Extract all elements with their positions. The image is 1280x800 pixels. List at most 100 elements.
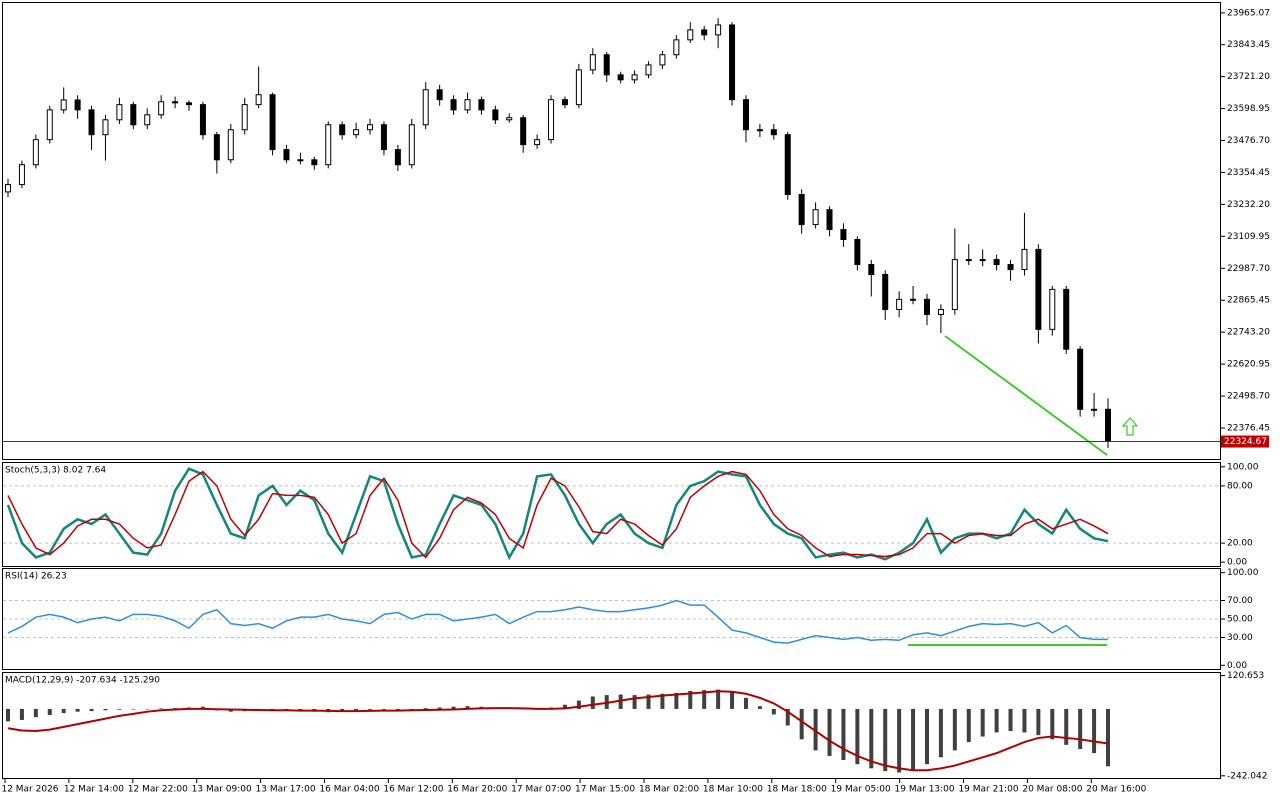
x-tick-label: 12 Mar 22:00 — [128, 785, 188, 795]
macd-bar — [576, 700, 581, 709]
macd-bar — [632, 695, 637, 709]
candle-body — [965, 259, 972, 262]
macd-bar — [47, 708, 52, 715]
candle-body — [5, 184, 11, 193]
y-tick-label: 23843.45 — [1227, 40, 1270, 50]
y-tick-label: 23476.70 — [1227, 136, 1270, 146]
macd-bar — [117, 708, 122, 710]
y-tick-label: 23109.95 — [1227, 232, 1270, 242]
macd-bar — [409, 708, 414, 710]
candle-body — [116, 104, 123, 121]
candle-body — [701, 29, 708, 36]
candle-body — [993, 259, 1000, 266]
candle-body — [826, 209, 833, 231]
y-tick-label: 22620.95 — [1227, 360, 1270, 370]
y-tick-label: 22743.20 — [1227, 328, 1270, 338]
macd-frame — [2, 672, 1221, 779]
trend-line — [944, 335, 1108, 456]
y-tick-label: 22865.45 — [1227, 296, 1270, 306]
candle-body — [1021, 248, 1028, 271]
x-tick-label: 16 Mar 12:00 — [383, 785, 443, 795]
candle-body — [1049, 288, 1056, 330]
x-tick-label: 16 Mar 20:00 — [447, 785, 507, 795]
macd-bar — [159, 708, 164, 709]
candle-body — [213, 134, 220, 161]
macd-bar — [1036, 708, 1041, 736]
indicator-line — [7, 599, 1108, 644]
candle-body — [603, 54, 610, 76]
candle-body — [1105, 408, 1111, 442]
y-tick-label: 0.00 — [1227, 661, 1247, 671]
macd-bar — [340, 708, 345, 712]
macd-bar — [465, 706, 470, 709]
macd-bar — [562, 704, 567, 709]
macd-bar — [75, 708, 80, 712]
candle-body — [339, 124, 346, 136]
rsi-frame — [2, 568, 1221, 670]
macd-bar — [674, 692, 679, 709]
candle-body — [896, 298, 903, 310]
y-tick-label: 23598.95 — [1227, 104, 1270, 114]
x-tick-label: 13 Mar 17:00 — [256, 785, 316, 795]
candle-body — [269, 94, 276, 151]
indicator-line — [6, 467, 1109, 561]
candle-body — [589, 54, 596, 71]
candle-body — [199, 104, 206, 136]
candle-body — [464, 99, 471, 111]
y-tick-label: 20.00 — [1227, 539, 1253, 549]
y-tick-label: 23721.20 — [1227, 72, 1270, 82]
candle-body — [478, 99, 485, 111]
macd-bar — [743, 697, 748, 709]
candle-body — [1077, 348, 1084, 410]
macd-bar — [1106, 708, 1110, 767]
macd-bar — [1078, 708, 1083, 749]
x-tick-label: 16 Mar 04:00 — [319, 785, 379, 795]
indicator-line — [7, 470, 1109, 559]
y-tick-label: 100.00 — [1227, 462, 1259, 472]
x-tick-label: 19 Mar 13:00 — [895, 785, 955, 795]
macd-bar — [994, 708, 999, 733]
x-tick-label: 12 Mar 14:00 — [64, 785, 124, 795]
macd-bar — [1022, 708, 1027, 733]
macd-bar — [911, 708, 916, 772]
candle-body — [144, 114, 151, 126]
panel-title: RSI(14) 26.23 — [5, 572, 67, 582]
x-tick-label: 12 Mar 2026 — [1, 785, 58, 795]
candle-body — [1091, 408, 1098, 411]
macd-bar — [855, 708, 860, 765]
macd-bar — [368, 708, 373, 710]
macd-bar — [730, 692, 735, 709]
macd-bar — [437, 707, 442, 709]
signal-line — [7, 690, 1109, 772]
x-tick-label: 20 Mar 16:00 — [1086, 785, 1146, 795]
candle-body — [687, 29, 694, 41]
x-tick-label: 18 Mar 18:00 — [767, 785, 827, 795]
candle-body — [74, 99, 81, 111]
y-tick-label: 120.653 — [1227, 671, 1264, 681]
candle-body — [923, 298, 930, 315]
candle-body — [46, 109, 53, 141]
macd-bar — [103, 708, 108, 711]
macd-bar — [145, 708, 150, 710]
x-tick-label: 19 Mar 21:00 — [958, 785, 1018, 795]
candle-body — [770, 129, 777, 136]
macd-bar — [89, 708, 94, 712]
candle-body — [158, 101, 165, 116]
macd-bar — [883, 708, 888, 772]
macd-bar — [33, 708, 38, 718]
buy-arrow — [1121, 417, 1139, 436]
macd-bar — [131, 708, 136, 710]
candle-body — [784, 134, 791, 196]
macd-bar — [6, 708, 10, 722]
candle-body — [436, 89, 443, 101]
candle-body — [353, 129, 360, 136]
macd-bar — [618, 694, 623, 709]
candle-body — [548, 99, 555, 141]
candle-body — [575, 69, 582, 106]
candle-body — [18, 164, 25, 186]
panel-title: Stoch(5,3,3) 8.02 7.64 — [5, 466, 106, 476]
macd-bar — [966, 708, 971, 743]
candle-body — [394, 149, 401, 166]
macd-bar — [980, 708, 985, 737]
